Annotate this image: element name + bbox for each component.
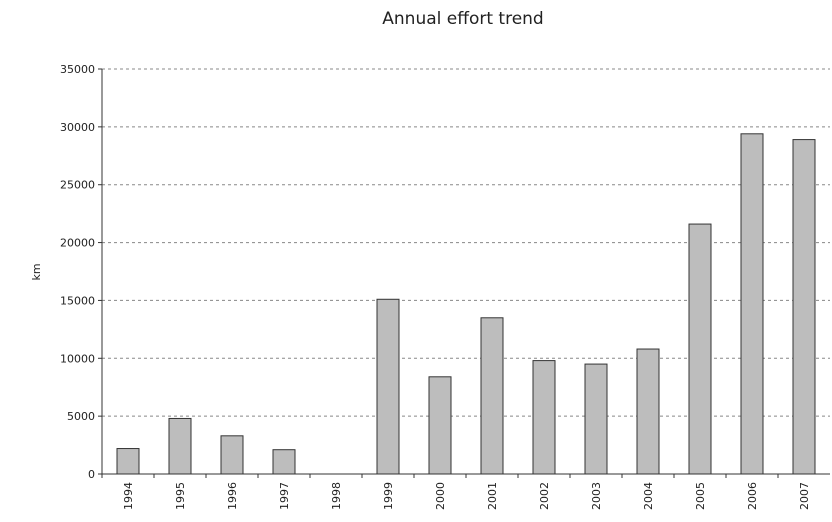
bar-2003 bbox=[585, 364, 607, 474]
x-tick-label: 2002 bbox=[538, 482, 551, 510]
bar-2002 bbox=[533, 361, 555, 474]
y-tick-label: 5000 bbox=[67, 410, 95, 423]
x-tick-label: 2007 bbox=[798, 482, 811, 510]
y-tick-label: 0 bbox=[88, 468, 95, 481]
y-tick-label: 15000 bbox=[60, 294, 95, 307]
x-tick-label: 1994 bbox=[122, 482, 135, 510]
x-tick-label: 2001 bbox=[486, 482, 499, 510]
x-tick-label: 2003 bbox=[590, 482, 603, 510]
bar-1996 bbox=[221, 436, 243, 474]
bar-1997 bbox=[273, 450, 295, 474]
chart-title: Annual effort trend bbox=[382, 9, 543, 29]
gridlines bbox=[102, 69, 830, 416]
x-tick-label: 1999 bbox=[382, 482, 395, 510]
y-tick-label: 30000 bbox=[60, 121, 95, 134]
bar-2006 bbox=[741, 134, 763, 474]
x-tick-label: 1998 bbox=[330, 482, 343, 510]
y-tick-label: 20000 bbox=[60, 237, 95, 250]
y-axis-label: km bbox=[30, 263, 43, 280]
y-tick-label: 25000 bbox=[60, 179, 95, 192]
x-tick-label: 1995 bbox=[174, 482, 187, 510]
y-tick-label: 10000 bbox=[60, 352, 95, 365]
bar-1994 bbox=[117, 449, 139, 474]
bar-1999 bbox=[377, 299, 399, 474]
bar-2007 bbox=[793, 140, 815, 474]
x-tick-label: 2000 bbox=[434, 482, 447, 510]
x-tick-label: 2005 bbox=[694, 482, 707, 510]
y-tick-label: 35000 bbox=[60, 63, 95, 76]
y-tick-labels: 0 5000 10000 15000 20000 25000 30000 35000 bbox=[60, 63, 102, 481]
x-tick-label: 2004 bbox=[642, 482, 655, 510]
x-tick-labels: 1994 1995 1996 1997 1998 1999 2000 2001 2002 2003… bbox=[102, 474, 811, 510]
bar-2001 bbox=[481, 318, 503, 474]
x-tick-label: 1996 bbox=[226, 482, 239, 510]
bar-2005 bbox=[689, 224, 711, 474]
x-tick-label: 1997 bbox=[278, 482, 291, 510]
bar-2000 bbox=[429, 377, 451, 474]
bar-2004 bbox=[637, 349, 659, 474]
axes bbox=[102, 69, 830, 474]
x-tick-label: 2006 bbox=[746, 482, 759, 510]
bar-1995 bbox=[169, 418, 191, 474]
